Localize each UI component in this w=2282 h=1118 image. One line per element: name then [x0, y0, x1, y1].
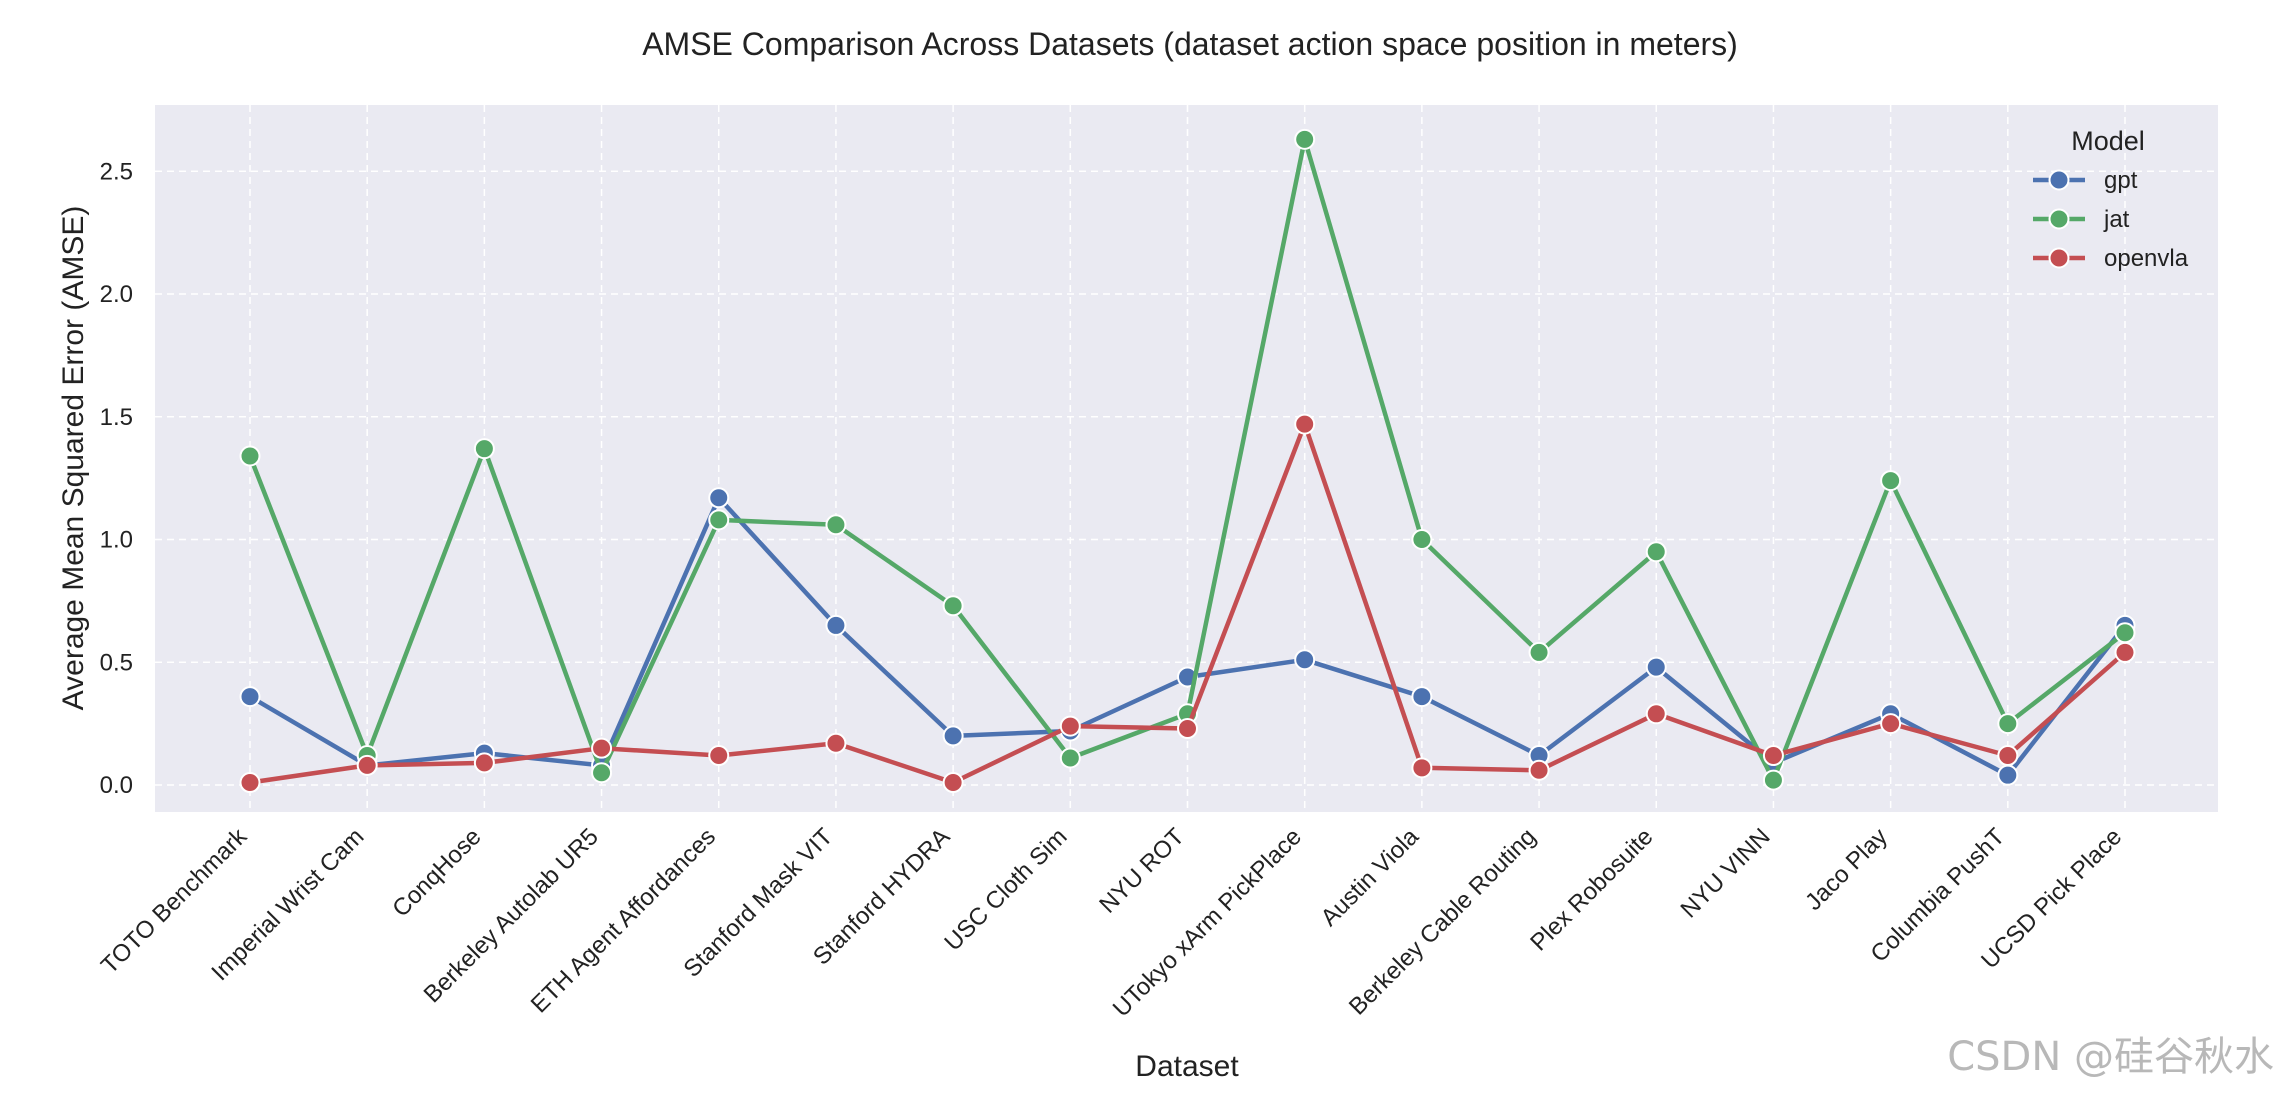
- y-tick-label: 1.5: [100, 404, 133, 431]
- x-tick-label: Jaco Play: [1800, 823, 1893, 916]
- y-tick-labels: 0.0 0.5 1.0 1.5 2.0 2.5: [100, 158, 133, 799]
- x-tick-label: NYU VINN: [1675, 823, 1775, 923]
- data-point-jat: [942, 595, 964, 617]
- data-point-jat: [1411, 529, 1433, 551]
- data-point-gpt: [708, 487, 730, 509]
- data-point-gpt: [942, 725, 964, 747]
- data-point-openvla: [1645, 703, 1667, 725]
- data-point-openvla: [1411, 757, 1433, 779]
- data-point-gpt: [825, 614, 847, 636]
- legend-label: jat: [2103, 206, 2130, 233]
- chart-title: AMSE Comparison Across Datasets (dataset…: [642, 26, 1738, 62]
- legend-label: gpt: [2104, 167, 2138, 194]
- data-point-gpt: [1294, 649, 1316, 671]
- data-point-gpt: [1645, 656, 1667, 678]
- series-openvla: [239, 413, 2136, 794]
- series-layer: [239, 128, 2136, 794]
- data-point-openvla: [1762, 745, 1784, 767]
- data-point-jat: [825, 514, 847, 536]
- data-point-openvla: [942, 772, 964, 794]
- data-point-jat: [1645, 541, 1667, 563]
- y-tick-label: 2.5: [100, 158, 133, 185]
- y-tick-label: 2.0: [100, 281, 133, 308]
- legend-label: openvla: [2104, 245, 2189, 272]
- legend-marker: [2048, 247, 2070, 269]
- y-tick-label: 0.0: [100, 772, 133, 799]
- data-point-openvla: [1528, 759, 1550, 781]
- data-point-openvla: [473, 752, 495, 774]
- x-tick-label: Austin Viola: [1316, 823, 1425, 932]
- y-axis-label: Average Mean Squared Error (AMSE): [57, 206, 90, 711]
- data-point-jat: [1880, 470, 1902, 492]
- data-point-openvla: [708, 745, 730, 767]
- data-point-jat: [591, 762, 613, 784]
- data-point-openvla: [825, 732, 847, 754]
- data-point-openvla: [1177, 718, 1198, 740]
- y-tick-label: 1.0: [100, 527, 133, 554]
- legend-item-gpt: gpt: [2033, 167, 2138, 194]
- y-tick-label: 0.5: [100, 649, 133, 676]
- data-point-gpt: [1997, 764, 2019, 786]
- data-point-jat: [2114, 622, 2136, 644]
- legend-title: Model: [2071, 126, 2145, 156]
- data-point-jat: [1997, 713, 2019, 735]
- legend-marker: [2048, 208, 2070, 230]
- data-point-openvla: [1997, 745, 2019, 767]
- data-point-openvla: [591, 737, 613, 759]
- data-point-openvla: [239, 772, 261, 794]
- data-point-openvla: [1294, 413, 1316, 435]
- plot-area: [155, 105, 2218, 812]
- data-point-openvla: [1880, 713, 1902, 735]
- data-point-openvla: [356, 754, 378, 776]
- legend-item-openvla: openvla: [2033, 245, 2189, 272]
- data-point-jat: [1294, 128, 1316, 150]
- data-point-openvla: [1059, 715, 1081, 737]
- data-point-gpt: [1411, 686, 1433, 708]
- data-point-jat: [708, 509, 730, 531]
- legend-marker: [2048, 169, 2070, 191]
- data-point-jat: [1059, 747, 1081, 769]
- x-tick-label: ConqHose: [387, 823, 486, 922]
- data-point-gpt: [239, 686, 261, 708]
- data-point-jat: [239, 445, 261, 467]
- x-tick-label: UTokyo xArm PickPlace: [1108, 823, 1307, 1022]
- x-tick-label: NYU ROT: [1094, 823, 1190, 919]
- x-axis-label: Dataset: [1135, 1050, 1239, 1083]
- data-point-jat: [473, 438, 495, 460]
- data-point-jat: [1762, 769, 1784, 791]
- data-point-jat: [1528, 641, 1550, 663]
- x-tick-label: USC Cloth Sim: [939, 823, 1072, 956]
- watermark: CSDN @硅谷秋水: [1947, 1034, 2274, 1080]
- x-tick-label: Berkeley Cable Routing: [1344, 823, 1541, 1020]
- x-tick-label: Plex Robosuite: [1525, 823, 1658, 956]
- data-point-openvla: [2114, 641, 2136, 663]
- legend-item-jat: jat: [2033, 206, 2130, 233]
- legend: Model gpt jat openvla: [2033, 126, 2189, 272]
